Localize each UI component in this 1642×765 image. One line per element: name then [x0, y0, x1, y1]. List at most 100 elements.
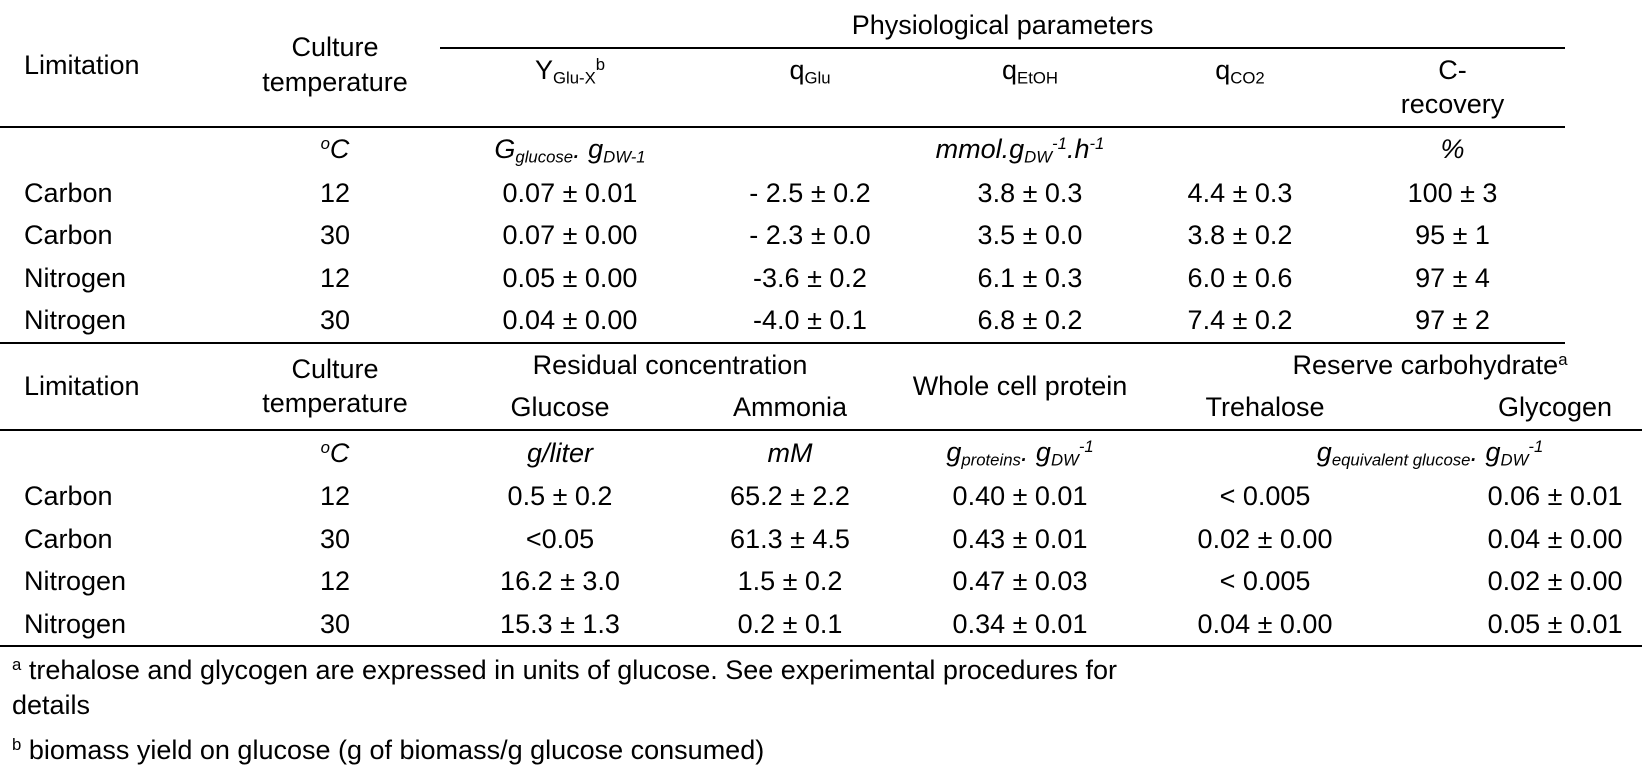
- q-co2-subscript: CO2: [1230, 68, 1265, 88]
- cell-limitation: Nitrogen: [0, 602, 230, 648]
- unit-part: mmol.g: [935, 133, 1025, 164]
- cell-limitation: Carbon: [24, 481, 113, 512]
- celsius: C: [329, 437, 350, 468]
- cell-trehalose: < 0.005: [1219, 566, 1311, 597]
- unit-part: G: [494, 133, 516, 164]
- col-header-limitation: Limitation: [0, 343, 230, 432]
- footnote-b-text: biomass yield on glucose (g of biomass/g…: [28, 735, 765, 765]
- units-reserve: gequivalent glucose. gDW-1: [1140, 430, 1642, 475]
- unit-sup: -1: [1089, 133, 1105, 153]
- cell-ammonia: 61.3 ± 4.5: [730, 523, 850, 554]
- unit-part: .h: [1066, 133, 1090, 164]
- units-temperature: oC: [230, 127, 440, 172]
- cell-q-etoh: 3.5 ± 0.0: [977, 220, 1083, 251]
- col-header-ammonia: Ammonia: [680, 386, 901, 431]
- cell-ammonia: 65.2 ± 2.2: [730, 481, 850, 512]
- cell-q-glu: - 2.5 ± 0.2: [749, 177, 871, 208]
- cell-glycogen: 0.02 ± 0.00: [1487, 566, 1623, 597]
- unit-sub: DW: [1050, 450, 1079, 470]
- cell-trehalose: < 0.005: [1219, 481, 1311, 512]
- cell-trehalose: 0.02 ± 0.00: [1197, 523, 1333, 554]
- cell-glycogen: 0.04 ± 0.00: [1487, 523, 1623, 554]
- units-rates: mmol.gDW-1.h-1: [700, 127, 1340, 172]
- cell-limitation: Carbon: [24, 523, 113, 554]
- cell-temperature: 30: [230, 602, 440, 648]
- units-protein: gproteins. gDW-1: [900, 430, 1140, 475]
- physiological-parameters-table: Limitation Culture temperature Physiolog…: [0, 4, 1566, 344]
- unit-part: g: [1316, 437, 1332, 467]
- cell-yield: 0.07 ± 0.00: [502, 220, 638, 251]
- cell-q-etoh: 6.8 ± 0.2: [920, 299, 1140, 344]
- group-header-residual-concentration: Residual concentration: [532, 349, 808, 380]
- cell-temperature: 12: [319, 262, 351, 293]
- cell-limitation: Carbon: [24, 177, 113, 208]
- unit-dot: .: [1020, 437, 1036, 467]
- cell-c-recovery: 95 ± 1: [1415, 220, 1490, 251]
- cell-c-recovery: 97 ± 2: [1340, 299, 1566, 344]
- y-subscript: Glu-X: [552, 68, 596, 88]
- cell-glucose: 15.3 ± 1.3: [440, 602, 680, 648]
- q-symbol: q: [1002, 54, 1018, 85]
- units-glucose: g/liter: [526, 437, 594, 468]
- units-row: oC Gglucose. gDW-1 mmol.gDW-1.h-1 %: [0, 127, 1565, 172]
- table-row: Carbon 12 0.07 ± 0.01 - 2.5 ± 0.2 3.8 ± …: [0, 172, 1565, 215]
- cell-glycogen: 0.06 ± 0.01: [1487, 481, 1623, 512]
- table-row: Carbon 12 0.5 ± 0.2 65.2 ± 2.2 0.40 ± 0.…: [0, 475, 1642, 518]
- table-row: Carbon 30 <0.05 61.3 ± 4.5 0.43 ± 0.01 0…: [0, 518, 1642, 561]
- celsius: C: [329, 134, 350, 165]
- q-symbol: q: [1215, 54, 1231, 85]
- cell-q-co2: 6.0 ± 0.6: [1187, 262, 1293, 293]
- unit-part: g: [1035, 437, 1051, 467]
- unit-dot: .: [1470, 437, 1486, 467]
- group-header-reserve-carbohydrate: Reserve carbohydratea: [1140, 344, 1642, 387]
- unit-sub: glucose: [515, 147, 574, 167]
- table-row: Carbon 30 0.07 ± 0.00 - 2.3 ± 0.0 3.5 ± …: [0, 214, 1565, 257]
- unit-sub: DW: [1024, 147, 1053, 167]
- unit-part: g: [1485, 437, 1501, 467]
- unit-sub: equivalent glucose: [1331, 450, 1471, 470]
- cell-temperature: 12: [319, 177, 351, 208]
- footnote-a: a trehalose and glycogen are expressed i…: [12, 653, 1182, 723]
- units-temperature: oC: [230, 430, 440, 475]
- degree-o: o: [320, 437, 330, 457]
- unit-sup: -1: [1052, 133, 1067, 153]
- cell-q-etoh: 6.1 ± 0.3: [977, 262, 1083, 293]
- footnote-marker-b: b: [595, 54, 606, 74]
- units-recovery: %: [1440, 134, 1465, 165]
- unit-part: g: [946, 437, 962, 467]
- col-header-q-glu: qGlu: [700, 47, 920, 128]
- cell-protein: 0.34 ± 0.01: [900, 602, 1141, 648]
- y-symbol: Y: [534, 54, 553, 85]
- col-header-glucose: Glucose: [440, 386, 680, 431]
- cell-trehalose: 0.04 ± 0.00: [1140, 602, 1391, 648]
- q-symbol: q: [789, 54, 805, 85]
- cell-glucose: 16.2 ± 3.0: [500, 566, 620, 597]
- col-header-glycogen: Glycogen: [1390, 386, 1642, 431]
- group-header-physiological-parameters: Physiological parameters: [440, 4, 1566, 49]
- concentrations-table: Limitation Culture temperature Residual …: [0, 343, 1642, 648]
- cell-protein: 0.40 ± 0.01: [952, 481, 1088, 512]
- cell-limitation: Nitrogen: [24, 566, 127, 597]
- cell-q-co2: 3.8 ± 0.2: [1187, 220, 1293, 251]
- cell-ammonia: 0.2 ± 0.1: [680, 602, 901, 648]
- q-glu-subscript: Glu: [804, 68, 831, 88]
- degree-o: o: [320, 134, 330, 154]
- footnotes: a trehalose and glycogen are expressed i…: [0, 653, 1642, 765]
- col-header-q-co2: qCO2: [1140, 47, 1340, 128]
- units-ammonia: mM: [767, 437, 813, 468]
- q-etoh-subscript: EtOH: [1017, 68, 1058, 88]
- unit-sub: DW-1: [603, 147, 646, 167]
- footnote-a-marker: a: [12, 655, 22, 675]
- cell-q-glu: -4.0 ± 0.1: [700, 299, 920, 344]
- cell-c-recovery: 97 ± 4: [1415, 262, 1490, 293]
- unit-sup: -1: [1078, 436, 1094, 456]
- cell-q-co2: 7.4 ± 0.2: [1140, 299, 1340, 344]
- cell-temperature: 30: [230, 299, 440, 344]
- cell-q-glu: - 2.3 ± 0.0: [749, 220, 871, 251]
- cell-limitation: Nitrogen: [0, 299, 230, 344]
- cell-yield: 0.05 ± 0.00: [502, 262, 638, 293]
- cell-glucose: <0.05: [525, 523, 595, 554]
- footnote-a-text: trehalose and glycogen are expressed in …: [12, 655, 1117, 721]
- cell-temperature: 12: [319, 481, 351, 512]
